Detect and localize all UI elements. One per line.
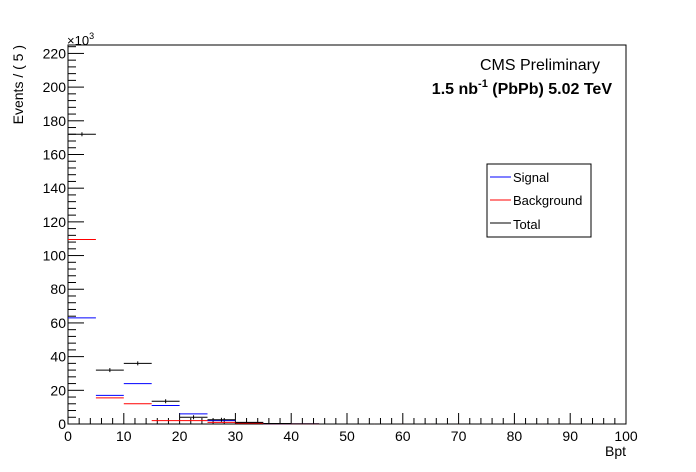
y-tick-label: 200	[43, 79, 67, 95]
legend-label-signal: Signal	[513, 170, 549, 185]
y-axis: 0 20 40 60 80 100 120 140 160 180 200 220	[43, 45, 84, 432]
legend-label-background: Background	[513, 193, 582, 208]
x-tick-label: 20	[172, 428, 188, 444]
y-tick-label: 220	[43, 45, 67, 61]
y-tick-label: 80	[50, 281, 66, 297]
y-tick-label: 100	[43, 248, 67, 264]
y-tick-label: 120	[43, 214, 67, 230]
x-axis-label: Bpt	[605, 443, 626, 459]
legend: Signal Background Total	[486, 163, 592, 238]
x-tick-label: 90	[562, 428, 578, 444]
y-axis-label: Events / ( 5 )	[10, 45, 26, 124]
x-tick-label: 60	[395, 428, 411, 444]
y-tick-label: 140	[43, 180, 67, 196]
y-tick-label: 180	[43, 113, 67, 129]
x-tick-label: 10	[116, 428, 132, 444]
y-exponent-label: ×103	[67, 31, 94, 48]
y-tick-label: 20	[50, 382, 66, 398]
legend-label-total: Total	[513, 217, 541, 232]
series-layer	[68, 132, 626, 425]
x-tick-label: 0	[64, 428, 72, 444]
x-tick-label: 70	[451, 428, 467, 444]
series-total	[68, 132, 626, 425]
x-tick-label: 50	[339, 428, 355, 444]
lumi-label: 1.5 nb-1 (PbPb) 5.02 TeV	[432, 78, 613, 98]
cms-preliminary-label: CMS Preliminary	[480, 57, 600, 74]
x-tick-label: 80	[507, 428, 523, 444]
x-tick-label: 40	[283, 428, 299, 444]
y-tick-label: 0	[58, 416, 66, 432]
x-tick-label: 30	[228, 428, 244, 444]
y-tick-label: 60	[50, 315, 66, 331]
y-tick-label: 40	[50, 349, 66, 365]
y-tick-label: 160	[43, 146, 67, 162]
x-tick-label: 100	[614, 428, 638, 444]
x-axis: 0 10 20 30 40 50 60 70 80 90 100	[64, 413, 638, 444]
